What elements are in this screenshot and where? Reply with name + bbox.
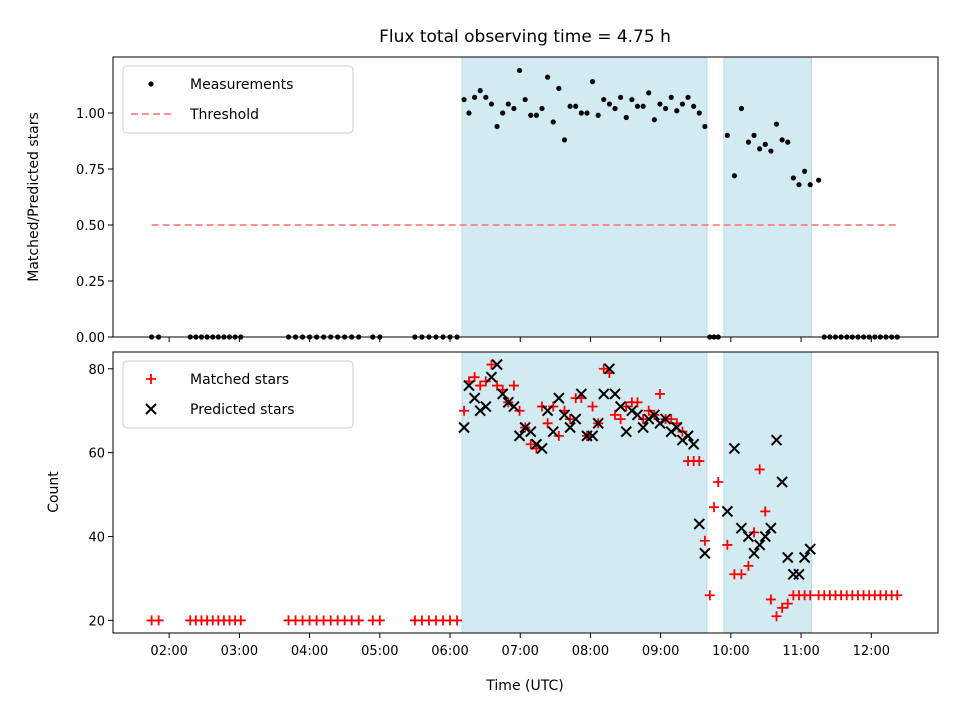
measurement-point-73 xyxy=(691,104,696,109)
y-tick-label-0-3: 0.75 xyxy=(76,163,105,178)
measurement-point-79 xyxy=(725,133,730,138)
shaded-interval-0-1 xyxy=(724,57,812,337)
measurement-point-62 xyxy=(629,97,634,102)
x-tick-label-10: 12:00 xyxy=(853,644,890,659)
measurement-point-68 xyxy=(663,106,668,111)
measurement-point-89 xyxy=(785,140,790,145)
legend-label-1-0: Matched stars xyxy=(190,372,289,388)
x-tick-label-4: 06:00 xyxy=(431,644,468,659)
measurement-point-35 xyxy=(478,88,483,93)
measurement-point-49 xyxy=(556,86,561,91)
measurement-point-52 xyxy=(573,104,578,109)
measurement-point-88 xyxy=(780,137,785,142)
measurement-point-41 xyxy=(511,106,516,111)
chart-title: Flux total observing time = 4.75 h xyxy=(379,27,671,47)
measurement-point-83 xyxy=(751,133,756,138)
shaded-interval-1-0 xyxy=(462,352,707,633)
measurement-point-65 xyxy=(646,90,651,95)
x-tick-label-2: 04:00 xyxy=(291,644,328,659)
measurement-point-84 xyxy=(757,146,762,151)
bottom-y-axis-label: Count xyxy=(46,471,62,513)
measurement-point-81 xyxy=(739,106,744,111)
legend-label-1-1: Predicted stars xyxy=(190,402,295,418)
measurement-point-51 xyxy=(567,104,572,109)
measurement-point-33 xyxy=(466,110,471,115)
measurement-point-63 xyxy=(635,104,640,109)
chart: Flux total observing time = 4.75 h 0.00 0… xyxy=(0,0,960,720)
measurement-point-36 xyxy=(483,95,488,100)
measurement-point-38 xyxy=(494,124,499,129)
measurement-point-59 xyxy=(612,106,617,111)
y-tick-label-1-2: 60 xyxy=(88,447,105,462)
measurement-point-54 xyxy=(584,110,589,115)
x-tick-label-6: 08:00 xyxy=(572,644,609,659)
x-tick-label-1: 03:00 xyxy=(221,644,258,659)
x-axis-label: Time (UTC) xyxy=(485,678,563,694)
measurement-point-47 xyxy=(545,75,550,80)
y-tick-label-1-1: 40 xyxy=(88,531,105,546)
measurement-point-53 xyxy=(579,110,584,115)
measurement-point-58 xyxy=(607,101,612,106)
x-tick-label-3: 05:00 xyxy=(361,644,398,659)
measurement-point-80 xyxy=(732,173,737,178)
measurement-point-34 xyxy=(472,95,477,100)
measurement-point-56 xyxy=(596,113,601,118)
measurement-point-39 xyxy=(500,110,505,115)
measurement-point-61 xyxy=(624,115,629,120)
legend-marker-measurements xyxy=(148,81,153,86)
legend-label-0-1: Threshold xyxy=(189,107,259,123)
measurement-point-70 xyxy=(674,108,679,113)
measurement-point-66 xyxy=(652,117,657,122)
measurement-point-91 xyxy=(796,182,801,187)
measurement-point-43 xyxy=(523,97,528,102)
measurement-point-69 xyxy=(669,95,674,100)
measurement-point-72 xyxy=(685,95,690,100)
legend-label-0-0: Measurements xyxy=(190,77,293,93)
measurement-point-71 xyxy=(680,101,685,106)
measurement-point-75 xyxy=(702,124,707,129)
measurement-point-50 xyxy=(562,137,567,142)
measurement-point-45 xyxy=(534,113,539,118)
measurement-point-40 xyxy=(506,101,511,106)
measurement-point-55 xyxy=(590,79,595,84)
x-tick-label-8: 10:00 xyxy=(712,644,749,659)
y-tick-label-0-4: 1.00 xyxy=(76,107,105,122)
measurement-point-67 xyxy=(657,101,662,106)
x-tick-label-0: 02:00 xyxy=(150,644,187,659)
measurement-point-64 xyxy=(641,104,646,109)
y-tick-label-0-2: 0.50 xyxy=(76,219,105,234)
measurement-point-44 xyxy=(528,113,533,118)
measurement-point-94 xyxy=(816,178,821,183)
measurement-point-92 xyxy=(802,169,807,174)
measurement-point-85 xyxy=(763,142,768,147)
measurement-point-37 xyxy=(489,101,494,106)
measurement-point-60 xyxy=(618,95,623,100)
measurement-point-32 xyxy=(461,97,466,102)
y-tick-label-1-0: 20 xyxy=(88,614,105,629)
measurement-point-42 xyxy=(517,68,522,73)
measurement-point-74 xyxy=(697,110,702,115)
x-tick-label-7: 09:00 xyxy=(642,644,679,659)
y-tick-label-0-1: 0.25 xyxy=(76,275,105,290)
measurement-point-93 xyxy=(808,182,813,187)
x-tick-label-5: 07:00 xyxy=(501,644,538,659)
measurement-point-90 xyxy=(791,175,796,180)
measurement-point-82 xyxy=(746,140,751,145)
measurement-point-57 xyxy=(601,97,606,102)
measurement-point-46 xyxy=(539,106,544,111)
y-tick-label-0-0: 0.00 xyxy=(76,331,105,346)
measurement-point-86 xyxy=(768,148,773,153)
top-y-axis-label: Matched/Predicted stars xyxy=(26,112,42,282)
measurement-point-48 xyxy=(551,119,556,124)
x-tick-label-9: 11:00 xyxy=(782,644,819,659)
y-tick-label-1-3: 80 xyxy=(88,363,105,378)
measurement-point-87 xyxy=(774,122,779,127)
